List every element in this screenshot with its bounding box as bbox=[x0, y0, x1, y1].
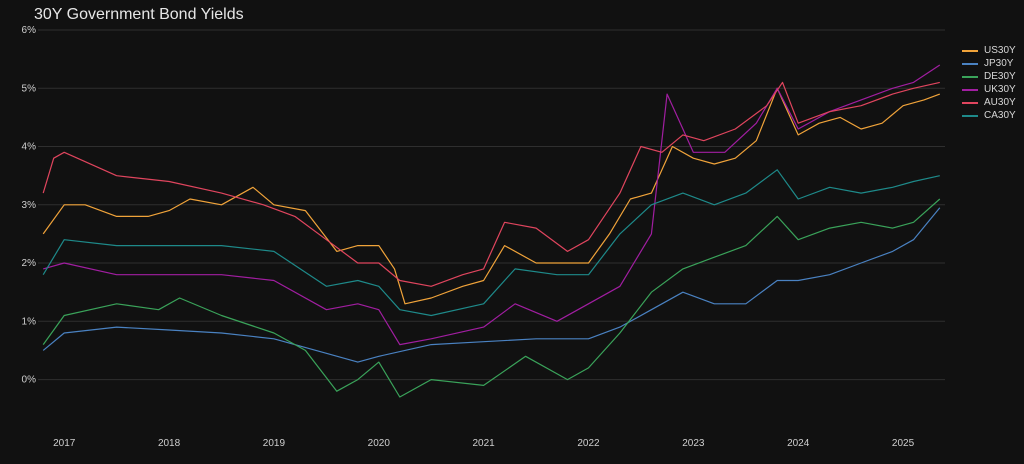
legend-swatch bbox=[962, 101, 978, 104]
x-tick-label: 2018 bbox=[158, 438, 181, 449]
series-line-au30y bbox=[42, 81, 940, 287]
x-tick-label: 2021 bbox=[473, 438, 496, 449]
series-line-ca30y bbox=[42, 169, 940, 317]
series-line-de30y bbox=[42, 198, 941, 398]
y-tick-label: 1% bbox=[22, 316, 37, 327]
legend-swatch bbox=[962, 114, 978, 117]
series-line-uk30y bbox=[43, 64, 941, 346]
series-line-jp30y bbox=[42, 207, 941, 363]
x-tick-label: 2017 bbox=[53, 438, 76, 449]
legend-label: DE30Y bbox=[984, 71, 1016, 82]
series-line-us30y bbox=[42, 87, 941, 305]
axis-tick-labels: 0% 1% 2% 3% 4% 5% 6% 2017 2018 2019 2020 2021 2022 20… bbox=[22, 25, 915, 449]
legend-swatch bbox=[962, 49, 978, 52]
legend-item-ca30y[interactable]: CA30Y bbox=[962, 109, 1016, 122]
y-tick-label: 4% bbox=[22, 142, 37, 153]
y-tick-label: 0% bbox=[22, 375, 37, 386]
legend-item-au30y[interactable]: AU30Y bbox=[962, 96, 1016, 109]
legend-label: JP30Y bbox=[984, 58, 1014, 69]
x-tick-label: 2025 bbox=[892, 438, 915, 449]
legend-swatch bbox=[962, 75, 978, 78]
legend-item-de30y[interactable]: DE30Y bbox=[962, 70, 1016, 83]
x-tick-label: 2022 bbox=[577, 438, 600, 449]
legend: US30Y JP30Y DE30Y UK30Y AU30Y CA30Y bbox=[962, 44, 1016, 122]
grid-lines bbox=[38, 29, 945, 381]
x-tick-label: 2023 bbox=[682, 438, 705, 449]
x-tick-label: 2020 bbox=[368, 438, 391, 449]
chart-title: 30Y Government Bond Yields bbox=[34, 6, 244, 23]
y-tick-label: 6% bbox=[22, 25, 37, 36]
x-tick-label: 2019 bbox=[263, 438, 286, 449]
legend-item-uk30y[interactable]: UK30Y bbox=[962, 83, 1016, 96]
legend-label: UK30Y bbox=[984, 84, 1016, 95]
legend-label: AU30Y bbox=[984, 97, 1016, 108]
legend-swatch bbox=[962, 62, 978, 65]
x-tick-label: 2024 bbox=[787, 438, 810, 449]
y-tick-label: 3% bbox=[22, 200, 37, 211]
series-lines bbox=[42, 64, 941, 398]
y-tick-label: 2% bbox=[22, 258, 37, 269]
legend-swatch bbox=[962, 88, 978, 91]
y-tick-label: 5% bbox=[22, 83, 37, 94]
legend-item-jp30y[interactable]: JP30Y bbox=[962, 57, 1016, 70]
legend-item-us30y[interactable]: US30Y bbox=[962, 44, 1016, 57]
legend-label: US30Y bbox=[984, 45, 1016, 56]
legend-label: CA30Y bbox=[984, 110, 1016, 121]
